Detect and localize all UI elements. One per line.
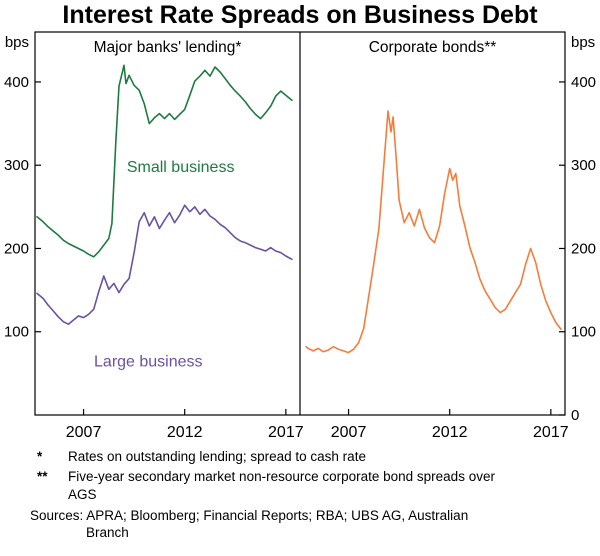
chart-svg: 400 300 200 100 400 300 200 100 0 bps bps 2007 2012 2… (4, 31, 596, 441)
x-axis-label: 2007 (66, 424, 102, 441)
sources-note: Sources: APRA; Bloomberg; Financial Repo… (30, 507, 469, 541)
x-axis-label: 2017 (268, 424, 304, 441)
footnote-1-text: Rates on outstanding lending; spread to … (68, 449, 366, 464)
x-axis-label: 2017 (533, 424, 569, 441)
y-axis-label-left: 100 (4, 324, 29, 341)
x-axis-label: 2012 (167, 424, 203, 441)
series-label-small-business: Small business (127, 159, 235, 176)
footnote-2-marker: ** (37, 469, 48, 485)
y-axis-label-right: 400 (571, 74, 596, 91)
panel-title: Major banks' lending* (94, 39, 242, 56)
footnote-1-marker: * (37, 449, 43, 464)
series-line-large-business (36, 204, 293, 326)
footnote-2: ** Five-year secondary market non-resour… (0, 468, 600, 503)
y-axis-label-left: 400 (4, 74, 29, 91)
panel-title: Corporate bonds** (369, 39, 497, 56)
series-label-large-business: Large business (94, 354, 203, 371)
chart-title: Interest Rate Spreads on Business Debt (62, 1, 538, 29)
series-line-small-business (36, 64, 293, 258)
y-axis-label-right: 0 (571, 407, 579, 424)
y-axis-label-left: 200 (4, 240, 29, 257)
x-axis-label: 2012 (432, 424, 468, 441)
footnote-1: * Rates on outstanding lending; spread t… (0, 448, 600, 465)
y-axis-label-right: 100 (571, 324, 596, 341)
y-axis-unit-right: bps (571, 34, 595, 51)
y-axis-unit-left: bps (5, 34, 29, 51)
y-axis-label-right: 300 (571, 157, 596, 174)
series-line-corporate-bonds (305, 110, 562, 354)
y-axis-label-right: 200 (571, 240, 596, 257)
footnote-2-text: Five-year secondary market non-resource … (68, 469, 495, 502)
footnotes: * Rates on outstanding lending; spread t… (0, 448, 600, 541)
x-axis-label: 2007 (331, 424, 367, 441)
y-axis-label-left: 300 (4, 157, 29, 174)
